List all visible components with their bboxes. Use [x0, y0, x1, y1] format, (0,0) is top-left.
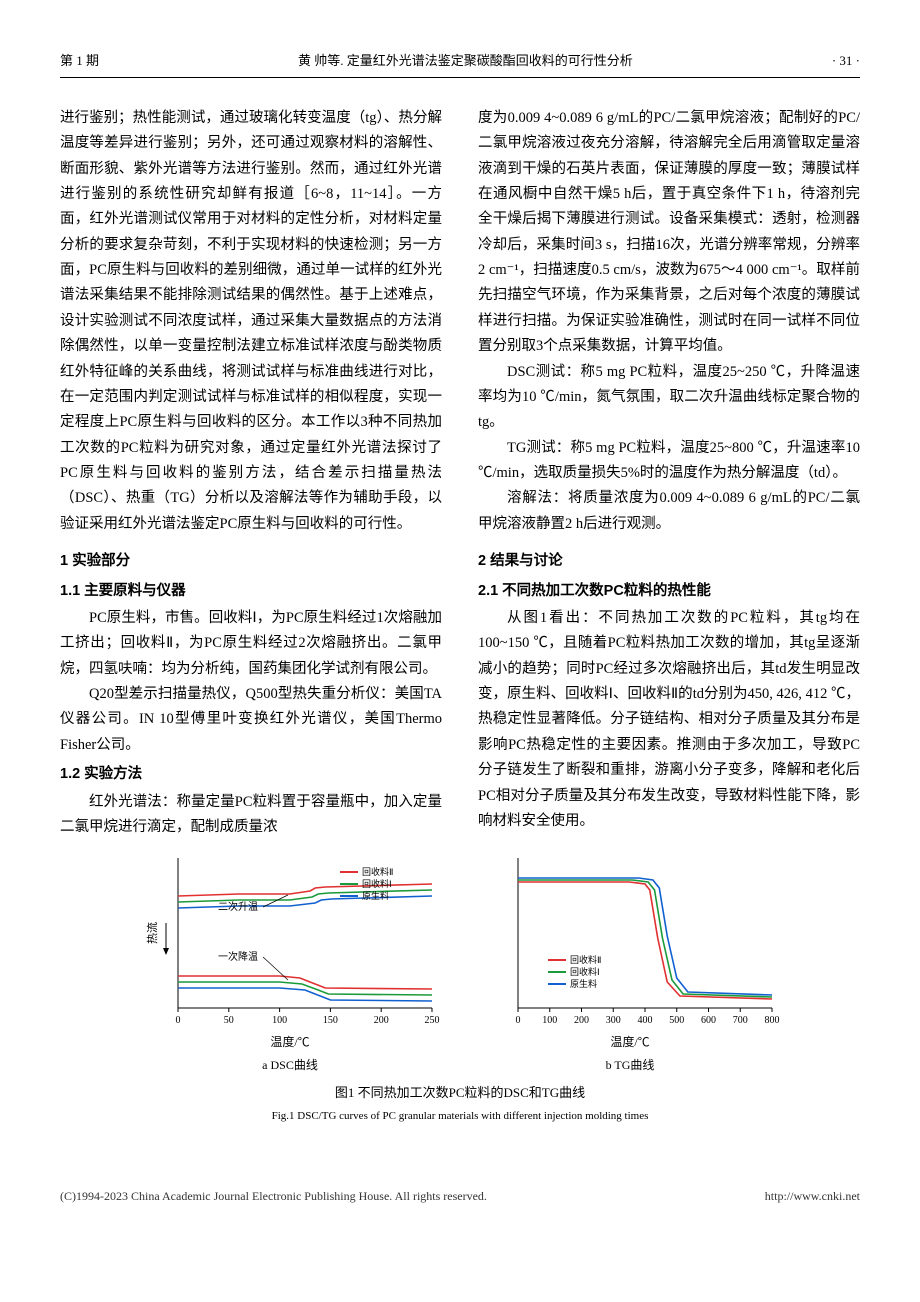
svg-text:0: 0 [516, 1015, 521, 1026]
svg-text:200: 200 [374, 1015, 389, 1026]
svg-text:600: 600 [701, 1015, 716, 1026]
figure-1: 050100150200250热流二次升温一次降温回收料Ⅱ回收料Ⅰ原生料 温度/… [60, 850, 860, 1126]
figure-caption-cn: 图1 不同热加工次数PC粒料的DSC和TG曲线 [60, 1082, 860, 1105]
dsc-xlabel: 温度/℃ [270, 1032, 309, 1053]
svg-text:800: 800 [765, 1015, 780, 1026]
section-heading: 1 实验部分 [60, 549, 442, 574]
svg-text:200: 200 [574, 1015, 589, 1026]
page-footer: (C)1994-2023 China Academic Journal Elec… [60, 1186, 860, 1207]
tg-sublabel: b TG曲线 [606, 1055, 655, 1076]
svg-text:150: 150 [323, 1015, 338, 1026]
two-column-body: 进行鉴别；热性能测试，通过玻璃化转变温度（tg）、热分解温度等差异进行鉴别；另外… [60, 106, 860, 841]
para: 进行鉴别；热性能测试，通过玻璃化转变温度（tg）、热分解温度等差异进行鉴别；另外… [60, 106, 442, 537]
svg-text:回收料Ⅱ: 回收料Ⅱ [570, 954, 601, 965]
left-column: 进行鉴别；热性能测试，通过玻璃化转变温度（tg）、热分解温度等差异进行鉴别；另外… [60, 106, 442, 841]
right-column: 度为0.009 4~0.089 6 g/mL的PC/二氯甲烷溶液；配制好的PC/… [478, 106, 860, 841]
svg-text:回收料Ⅱ: 回收料Ⅱ [362, 866, 393, 877]
running-title: 黄 帅等. 定量红外光谱法鉴定聚碳酸酯回收料的可行性分析 [298, 50, 633, 73]
page-number: · 31 · [832, 50, 860, 73]
para: DSC测试：称5 mg PC粒料，温度25~250 ℃，升降温速率均为10 ℃/… [478, 360, 860, 436]
svg-text:250: 250 [425, 1015, 440, 1026]
section-heading: 2 结果与讨论 [478, 549, 860, 574]
svg-text:100: 100 [542, 1015, 557, 1026]
subsection-heading: 1.2 实验方法 [60, 762, 442, 787]
subsection-heading: 1.1 主要原料与仪器 [60, 579, 442, 604]
para: TG测试：称5 mg PC粒料，温度25~800 ℃，升温速率10 ℃/min，… [478, 436, 860, 487]
para: Q20型差示扫描量热仪，Q500型热失重分析仪：美国TA仪器公司。IN 10型傅… [60, 682, 442, 758]
footer-url: http://www.cnki.net [765, 1186, 860, 1207]
para: 从图1看出：不同热加工次数的PC粒料，其tg均在100~150 ℃，且随着PC粒… [478, 606, 860, 834]
svg-text:二次升温: 二次升温 [218, 900, 258, 913]
svg-text:0: 0 [176, 1015, 181, 1026]
svg-text:一次降温: 一次降温 [218, 950, 258, 963]
svg-text:500: 500 [669, 1015, 684, 1026]
svg-text:300: 300 [606, 1015, 621, 1026]
issue-number: 第 1 期 [60, 50, 99, 73]
para: 度为0.009 4~0.089 6 g/mL的PC/二氯甲烷溶液；配制好的PC/… [478, 106, 860, 360]
svg-text:回收料Ⅰ: 回收料Ⅰ [362, 878, 392, 889]
svg-text:回收料Ⅰ: 回收料Ⅰ [570, 966, 600, 977]
para: 溶解法：将质量浓度为0.009 4~0.089 6 g/mL的PC/二氯甲烷溶液… [478, 486, 860, 537]
svg-text:原生料: 原生料 [570, 978, 597, 989]
para: PC原生料，市售。回收料Ⅰ，为PC原生料经过1次熔融加工挤出；回收料Ⅱ，为PC原… [60, 606, 442, 682]
svg-text:400: 400 [638, 1015, 653, 1026]
subsection-heading: 2.1 不同热加工次数PC粒料的热性能 [478, 579, 860, 604]
tg-chart: 0 100 200 300 400 500 600 700 800 回收料Ⅱ回收料Ⅰ原生料 温度/… [480, 850, 780, 1076]
svg-text:50: 50 [224, 1015, 234, 1026]
svg-text:100: 100 [272, 1015, 287, 1026]
svg-text:700: 700 [733, 1015, 748, 1026]
para: 红外光谱法：称量定量PC粒料置于容量瓶中，加入定量二氯甲烷进行滴定，配制成质量浓 [60, 790, 442, 841]
tg-xlabel: 温度/℃ [610, 1032, 649, 1053]
figure-caption-en: Fig.1 DSC/TG curves of PC granular mater… [60, 1107, 860, 1126]
copyright-text: (C)1994-2023 China Academic Journal Elec… [60, 1186, 487, 1207]
page-header: 第 1 期 黄 帅等. 定量红外光谱法鉴定聚碳酸酯回收料的可行性分析 · 31 … [60, 50, 860, 78]
dsc-sublabel: a DSC曲线 [262, 1055, 318, 1076]
svg-text:热流: 热流 [145, 922, 159, 944]
svg-text:原生料: 原生料 [362, 890, 389, 901]
dsc-chart: 0 50 100 150 200 250 热流 二次升温一次降温 回收料Ⅱ回收料Ⅰ原生料 温度/… [140, 850, 440, 1076]
